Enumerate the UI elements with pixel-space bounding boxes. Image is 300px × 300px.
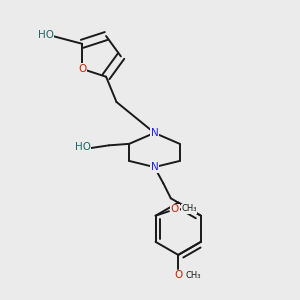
Text: CH₃: CH₃ — [185, 271, 201, 280]
Text: CH₃: CH₃ — [182, 204, 197, 213]
Text: HO: HO — [38, 30, 54, 40]
Text: N: N — [151, 162, 158, 172]
Text: O: O — [174, 270, 182, 280]
Text: O: O — [171, 204, 179, 214]
Text: N: N — [151, 128, 158, 138]
Text: O: O — [78, 64, 86, 74]
Text: HO: HO — [74, 142, 91, 152]
